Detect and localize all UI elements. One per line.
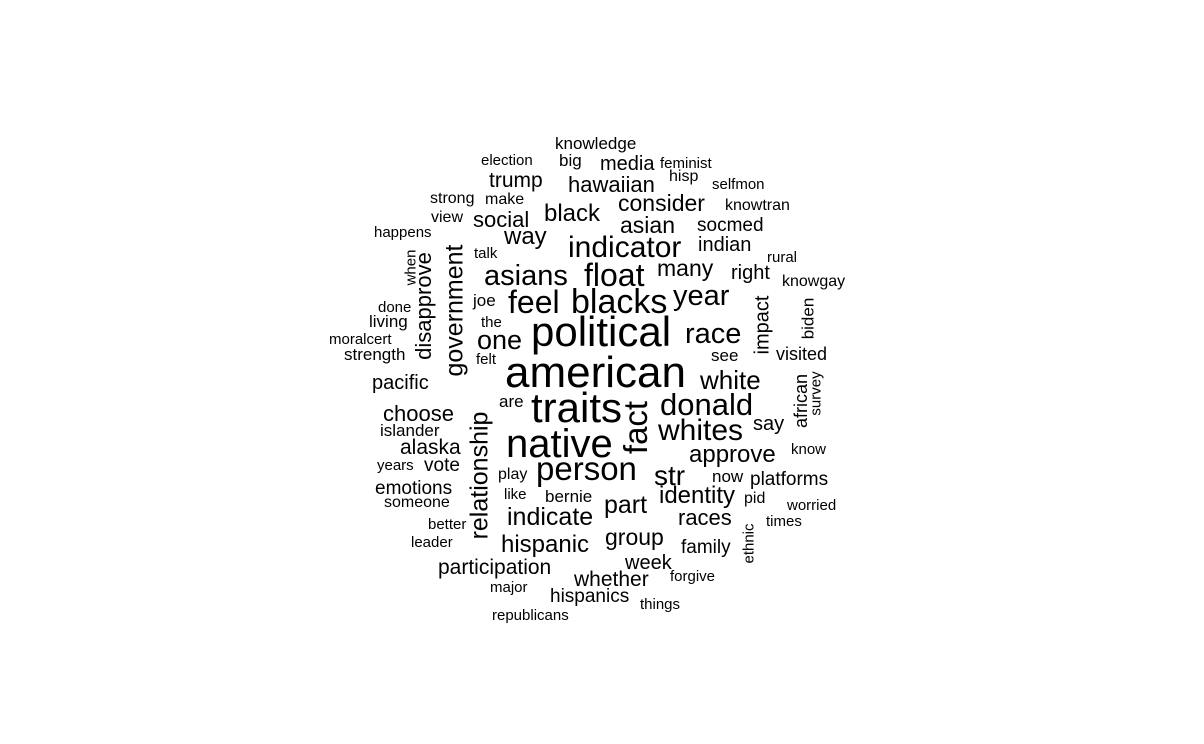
word: year <box>673 280 730 312</box>
word: native <box>506 422 613 466</box>
word: part <box>604 491 648 519</box>
word: media <box>600 153 655 175</box>
word: the <box>481 314 502 331</box>
word: selfmon <box>712 176 765 193</box>
word: hispanics <box>550 586 630 607</box>
word: identity <box>659 482 736 509</box>
word: asians <box>484 260 568 292</box>
word: bernie <box>545 487 593 506</box>
word: hawaiian <box>568 172 655 197</box>
word: biden <box>798 297 818 340</box>
word: str <box>654 460 686 491</box>
word: major <box>490 579 528 596</box>
word: say <box>753 413 785 435</box>
word: make <box>485 191 525 208</box>
word: choose <box>383 401 454 426</box>
word: better <box>428 516 467 533</box>
word: strength <box>344 345 406 364</box>
word: joe <box>473 291 496 310</box>
word: happens <box>374 224 432 241</box>
word: talk <box>474 245 498 262</box>
word: indian <box>698 234 752 256</box>
word: blacks <box>571 283 668 321</box>
word: white <box>700 365 761 395</box>
word: group <box>605 524 664 550</box>
word: consider <box>618 190 705 216</box>
word: impact <box>751 295 774 355</box>
word: knowledge <box>555 134 637 153</box>
word: person <box>536 450 637 487</box>
word: someone <box>384 494 450 511</box>
word: traits <box>531 384 623 431</box>
word: worried <box>787 497 837 514</box>
word: see <box>711 346 739 365</box>
word: knowgay <box>782 273 846 290</box>
word: view <box>431 209 464 226</box>
word: strong <box>430 190 475 207</box>
word: pacific <box>372 372 429 394</box>
word: donald <box>660 387 754 422</box>
word: feminist <box>660 155 712 172</box>
word: race <box>685 318 742 350</box>
word: trump <box>489 169 543 192</box>
word: islander <box>380 421 440 440</box>
word: indicator <box>568 231 682 264</box>
word: big <box>559 151 582 170</box>
word: black <box>544 200 601 227</box>
word: whites <box>658 414 744 447</box>
word: forgive <box>670 568 716 585</box>
word: knowtran <box>725 197 790 214</box>
word: know <box>791 441 827 458</box>
word: fact <box>617 400 655 455</box>
word: rural <box>767 249 798 266</box>
word: now <box>712 467 744 486</box>
word: many <box>657 255 714 281</box>
word: right <box>731 262 770 284</box>
word: races <box>678 505 732 530</box>
word: times <box>766 513 802 530</box>
word: float <box>584 257 645 293</box>
word: indicate <box>507 503 594 531</box>
word: socmed <box>697 215 764 236</box>
word: american <box>505 348 686 397</box>
word: survey <box>807 371 825 416</box>
word: week <box>625 552 672 574</box>
word: emotions <box>375 478 453 499</box>
word: years <box>377 457 414 474</box>
word: approve <box>689 441 776 468</box>
word: living <box>369 312 408 331</box>
word: when <box>402 249 420 286</box>
word: political <box>531 308 672 355</box>
word: platforms <box>750 469 829 490</box>
word: play <box>498 466 528 483</box>
word: government <box>440 244 469 377</box>
word: hisp <box>669 168 699 185</box>
word: like <box>504 486 527 503</box>
word: whether <box>574 568 649 591</box>
word: felt <box>476 351 497 368</box>
word: one <box>477 325 523 355</box>
word: republicans <box>492 607 569 624</box>
word: moralcert <box>329 331 392 348</box>
word: things <box>640 596 681 613</box>
word: relationship <box>465 411 494 540</box>
word: alaska <box>400 436 461 459</box>
word: done <box>378 299 412 316</box>
word: family <box>681 537 731 558</box>
word: ethnic <box>740 523 758 564</box>
word: participation <box>438 556 552 579</box>
word: election <box>481 152 533 169</box>
word: pid <box>744 490 766 507</box>
word: leader <box>411 534 453 551</box>
word: vote <box>424 455 460 476</box>
word: feel <box>508 284 560 320</box>
word: visited <box>776 344 828 364</box>
word: asian <box>620 212 675 238</box>
word: are <box>499 392 524 411</box>
word: way <box>504 223 547 250</box>
word: social <box>473 207 530 232</box>
word: hispanic <box>501 531 590 558</box>
